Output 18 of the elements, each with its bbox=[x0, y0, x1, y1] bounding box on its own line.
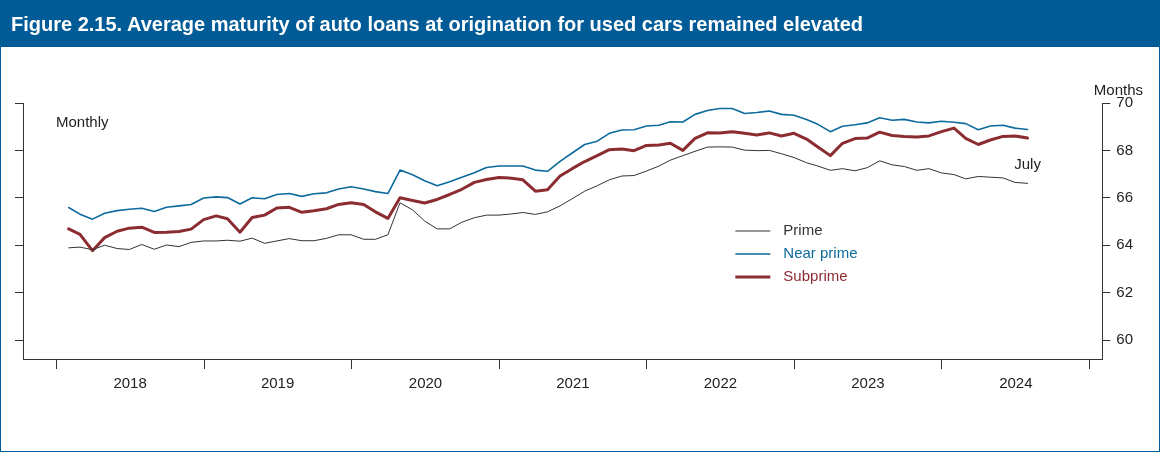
x-tick-label: 2024 bbox=[999, 374, 1033, 392]
x-tick-label: 2023 bbox=[851, 374, 885, 392]
x-tick-label: 2018 bbox=[113, 374, 147, 392]
x-tick-label: 2020 bbox=[408, 374, 443, 392]
y-tick-label: 62 bbox=[1116, 282, 1133, 300]
y-tick-label: 68 bbox=[1116, 140, 1133, 158]
y-tick-label: 64 bbox=[1116, 235, 1133, 253]
annotation: July bbox=[1014, 154, 1042, 172]
legend-label: Subprime bbox=[783, 267, 848, 285]
legend-label: Near prime bbox=[783, 244, 858, 262]
y-tick-label: 66 bbox=[1116, 187, 1133, 205]
x-tick-label: 2022 bbox=[703, 374, 738, 392]
chart-title: Figure 2.15. Average maturity of auto loans at origination for used cars remained elevated bbox=[1, 1, 1159, 47]
y-tick-label: 60 bbox=[1116, 330, 1133, 348]
legend-label: Prime bbox=[783, 221, 823, 239]
annotation: Monthly bbox=[56, 113, 110, 131]
x-tick-label: 2019 bbox=[260, 374, 295, 392]
x-tick-label: 2021 bbox=[556, 374, 590, 392]
